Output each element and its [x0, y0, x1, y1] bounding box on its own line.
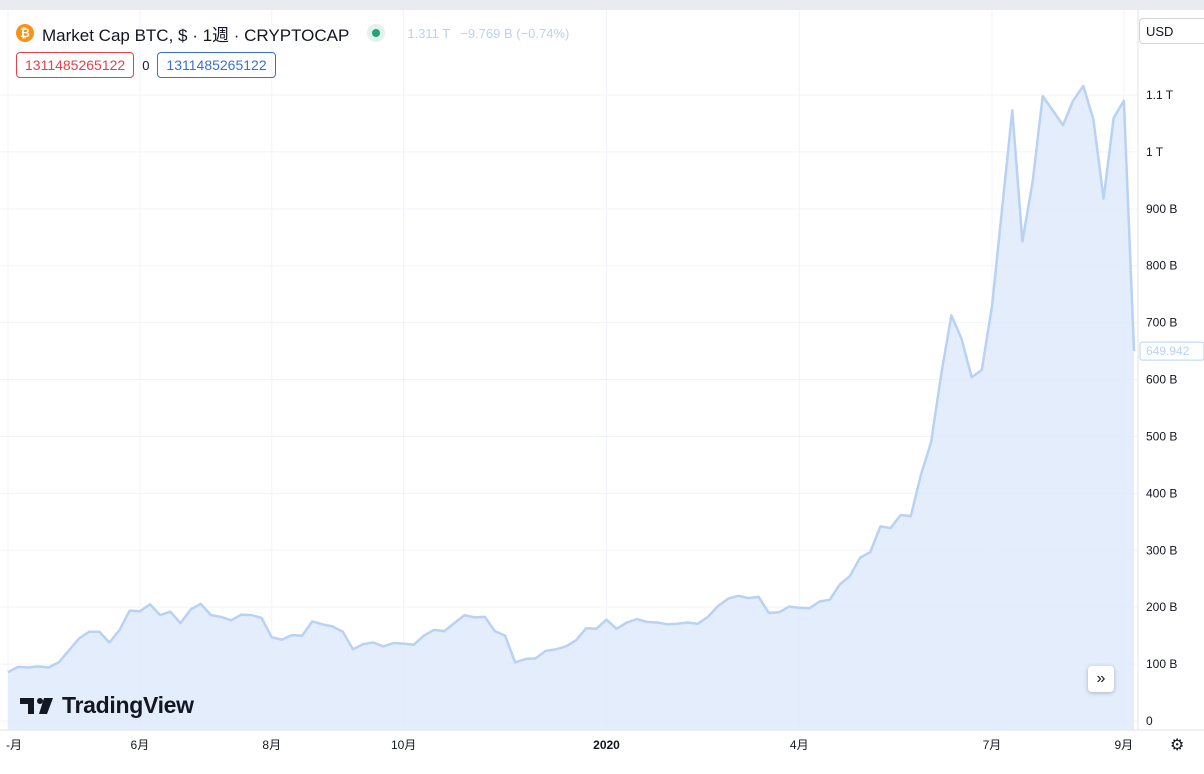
scroll-right-icon[interactable]: » [1088, 666, 1114, 692]
last-price: 1.311 T [407, 25, 451, 41]
last-value-label: 649.942 [1146, 344, 1190, 358]
price-tick-label: 0 [1146, 714, 1153, 728]
bitcoin-icon: ₿ [16, 24, 34, 42]
time-tick-label: 6月 [131, 738, 150, 752]
area-fill [8, 85, 1134, 730]
legend-header: ₿ Market Cap BTC, $ · 1週 · CRYPTOCAP 1.3… [16, 20, 569, 46]
indicator-values: 1311485265122 0 1311485265122 [16, 52, 276, 78]
tradingview-logo[interactable]: TradingView [20, 692, 194, 719]
price-tick-label: 700 B [1146, 316, 1177, 330]
settings-icon[interactable]: ⚙ [1170, 737, 1185, 754]
price-tick-label: 1.1 T [1146, 88, 1174, 102]
series-line [7, 84, 1136, 674]
time-axis: -月6月8月10月20204月7月9月20214月 [6, 738, 1134, 752]
price-axis: 0 100 B 200 B 300 B 400 B 500 B 600 B 700 B 800 … [1146, 88, 1177, 728]
price-change: −9.769 B (−0.74%) [460, 25, 570, 41]
time-tick-label: 9月 [1115, 738, 1134, 752]
time-tick-label: 8月 [262, 738, 281, 752]
price-tick-label: 1 T [1146, 145, 1164, 159]
currency-selector[interactable]: USD [1139, 18, 1204, 44]
price-tick-label: 400 B [1146, 486, 1177, 500]
price-tick-label: 800 B [1146, 259, 1177, 273]
tradingview-logo-icon [20, 697, 53, 714]
time-tick-label: 10月 [391, 738, 416, 752]
time-tick-label: 7月 [983, 738, 1002, 752]
price-tick-label: 900 B [1146, 202, 1177, 216]
logo-text: TradingView [62, 692, 194, 718]
market-status-dot-icon[interactable] [367, 24, 386, 42]
time-tick-label: -月 [6, 738, 22, 752]
value-box-left: 1311485265122 [16, 52, 135, 78]
price-tick-label: 600 B [1146, 373, 1177, 387]
price-tick-label: 500 B [1146, 429, 1177, 443]
value-mid: 0 [142, 57, 150, 73]
symbol-title[interactable]: Market Cap BTC, $ · 1週 · CRYPTOCAP [42, 25, 350, 45]
time-tick-label: 2020 [593, 738, 620, 752]
price-tick-label: 300 B [1146, 543, 1177, 557]
top-border [0, 0, 1204, 10]
time-tick-label: 4月 [790, 738, 809, 752]
value-box-right: 1311485265122 [157, 52, 276, 78]
last-value-label-bg [1139, 341, 1204, 361]
price-tick-label: 200 B [1146, 600, 1177, 614]
price-tick-label: 100 B [1146, 657, 1177, 671]
last-value-label-group: 649.942 [1139, 341, 1204, 361]
